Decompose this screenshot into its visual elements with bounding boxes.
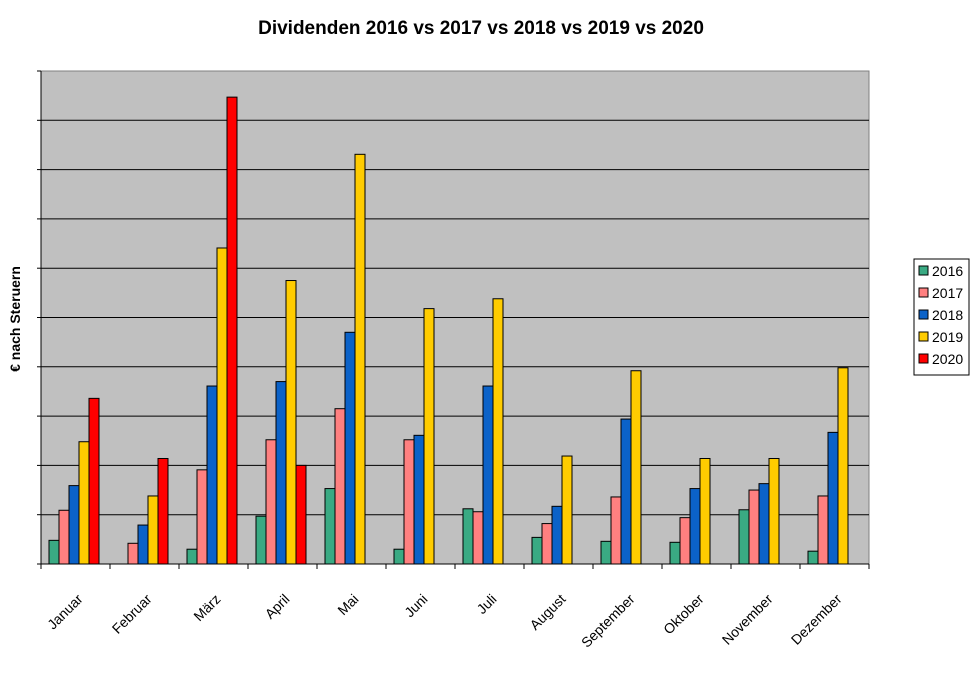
bar-2016-märz [186, 548, 198, 565]
legend-label-2020: 2020 [932, 351, 963, 367]
bar-2019-januar [78, 441, 90, 565]
bar-2017-dezember [817, 495, 829, 565]
x-tick-label: September [578, 591, 638, 651]
bar-2016-september [600, 540, 612, 565]
bar-2016-juni [393, 548, 405, 565]
bar-2017-juni [403, 439, 415, 565]
legend-swatch-2020 [918, 353, 929, 364]
bar-2018-märz [206, 385, 218, 565]
bar-2017-april [265, 439, 277, 565]
x-tick-label: Juli [473, 591, 499, 617]
x-tick-label: Juni [401, 591, 430, 620]
bar-2017-februar [127, 542, 139, 565]
bar-2016-november [738, 509, 750, 565]
bar-2017-august [541, 523, 553, 565]
bar-2019-dezember [837, 367, 849, 565]
bar-2020-januar [88, 397, 100, 565]
bar-2019-september [630, 370, 642, 565]
bar-2016-juli [462, 508, 474, 565]
bar-2019-februar [147, 495, 159, 565]
bar-2020-april [295, 464, 307, 565]
bar-2018-dezember [827, 431, 839, 565]
bar-2017-januar [58, 509, 70, 565]
bar-2018-april [275, 381, 287, 565]
bar-2018-juli [482, 385, 494, 565]
bar-2019-mai [354, 153, 366, 565]
x-tick-label: März [190, 591, 223, 624]
x-tick-label: August [526, 591, 568, 633]
bar-2018-august [551, 505, 563, 565]
bar-2017-mai [334, 408, 346, 565]
bar-2017-september [610, 496, 622, 565]
legend-swatch-2016 [918, 265, 929, 276]
x-tick-label: Februar [109, 591, 155, 637]
x-tick-label: April [261, 591, 292, 622]
x-tick-label: Dezember [788, 591, 845, 648]
bar-2018-mai [344, 331, 356, 565]
bar-2017-juli [472, 511, 484, 565]
bar-2016-oktober [669, 541, 681, 565]
legend-swatch-2017 [918, 287, 929, 298]
bar-2016-august [531, 536, 543, 565]
bar-2019-august [561, 455, 573, 565]
legend-label-2019: 2019 [932, 329, 963, 345]
bar-2018-januar [68, 485, 80, 565]
bar-2018-september [620, 418, 632, 565]
bar-2019-november [768, 457, 780, 565]
x-tick-label: Oktober [660, 591, 707, 638]
x-tick-label: November [719, 591, 776, 648]
bar-2019-märz [216, 247, 228, 565]
bar-2017-oktober [679, 517, 691, 565]
legend-label-2017: 2017 [932, 285, 963, 301]
bar-2018-februar [137, 524, 149, 565]
legend-swatch-2018 [918, 309, 929, 320]
bar-2019-oktober [699, 457, 711, 565]
bar-2019-juli [492, 298, 504, 565]
chart-title: Dividenden 2016 vs 2017 vs 2018 vs 2019 … [258, 18, 704, 39]
bar-2019-juni [423, 308, 435, 565]
legend-label-2018: 2018 [932, 307, 963, 323]
bar-2016-mai [324, 488, 336, 565]
bar-2016-dezember [807, 550, 819, 565]
bar-2019-april [285, 280, 297, 565]
bar-2020-märz [226, 96, 238, 565]
bar-2016-april [255, 515, 267, 565]
bar-2018-november [758, 483, 770, 565]
bar-2017-november [748, 489, 760, 565]
bar-2017-märz [196, 469, 208, 565]
x-tick-label: Mai [334, 591, 361, 618]
bar-2018-oktober [689, 488, 701, 565]
legend-swatch-2019 [918, 331, 929, 342]
bar-2016-januar [48, 539, 60, 565]
legend-label-2016: 2016 [932, 263, 963, 279]
x-tick-label: Januar [44, 591, 86, 633]
bar-2018-juni [413, 434, 425, 565]
y-axis-label: € nach Steruern [7, 266, 23, 372]
bar-2020-februar [157, 457, 169, 565]
